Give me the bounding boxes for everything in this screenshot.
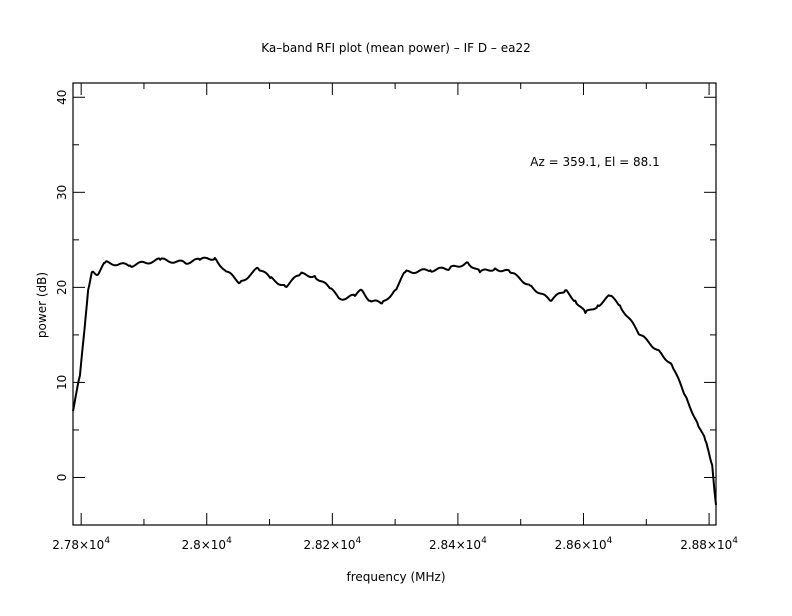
y-tick-label: 10 bbox=[55, 375, 69, 390]
y-tick-label: 20 bbox=[55, 280, 69, 295]
x-tick-label: 2.78×104 bbox=[52, 536, 110, 552]
x-axis-label: frequency (MHz) bbox=[346, 570, 445, 584]
az-el-annotation: Az = 359.1, El = 88.1 bbox=[530, 155, 660, 169]
power-series-line bbox=[72, 256, 717, 506]
x-tick-label: 2.8×104 bbox=[182, 536, 232, 552]
y-axis-label: power (dB) bbox=[35, 272, 49, 338]
x-tick-label: 2.88×104 bbox=[680, 536, 738, 552]
x-tick-label: 2.86×104 bbox=[555, 536, 613, 552]
y-tick-label: 30 bbox=[55, 185, 69, 200]
plot-frame bbox=[72, 82, 717, 526]
chart-title: Ka–band RFI plot (mean power) – IF D – e… bbox=[261, 41, 530, 55]
y-tick-label: 0 bbox=[55, 474, 69, 482]
y-tick-label: 40 bbox=[55, 90, 69, 105]
x-tick-label: 2.84×104 bbox=[429, 536, 487, 552]
x-tick-label: 2.82×104 bbox=[303, 536, 361, 552]
